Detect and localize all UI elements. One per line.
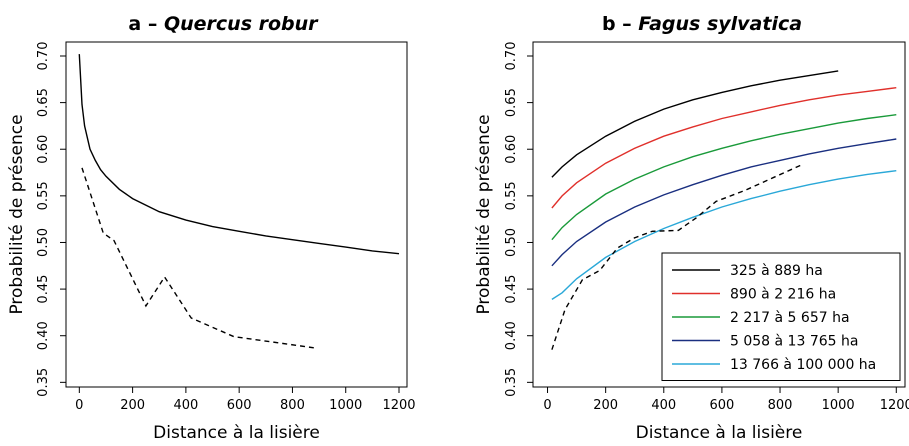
chart-title-prefix: b –	[602, 13, 638, 35]
x-tick-label: 1200	[880, 398, 909, 413]
x-tick-label: 600	[227, 398, 252, 413]
series-line-1	[551, 87, 897, 209]
y-tick-label: 0.50	[504, 228, 519, 257]
legend-entry-label: 2 217 à 5 657 ha	[730, 310, 850, 326]
plot-frame	[65, 41, 408, 388]
chart-title-species: Quercus robur	[164, 13, 319, 35]
x-tick-label: 0	[75, 398, 83, 413]
series-line-0	[551, 70, 839, 178]
y-axis-label: Probabilité de présence	[474, 114, 494, 314]
x-axis-label: Distance à la lisière	[153, 423, 320, 443]
legend-entry-label: 890 à 2 216 ha	[730, 287, 836, 303]
x-tick-label: 1000	[329, 398, 362, 413]
y-axis-label: Probabilité de présence	[7, 114, 27, 314]
chart-title: b – Fagus sylvatica	[602, 13, 802, 35]
observed-dashed-line	[81, 167, 314, 349]
series-line-2	[551, 114, 897, 241]
y-tick-label: 0.55	[36, 181, 51, 210]
x-tick-label: 400	[173, 398, 198, 413]
y-tick-label: 0.35	[504, 368, 519, 397]
x-tick-label: 800	[768, 398, 793, 413]
chart-panel-a: a – Quercus robur 0 200 400 600 800 1000 1200 0.…	[7, 13, 416, 443]
chart-title-prefix: a –	[128, 13, 164, 35]
x-tick-label: 400	[651, 398, 676, 413]
series-line-0	[78, 54, 400, 255]
legend-entry-label: 13 766 à 100 000 ha	[730, 357, 876, 373]
chart-panel-b: b – Fagus sylvatica 0 200 400 600 800 1000 1200…	[474, 13, 909, 443]
y-tick-label: 0.65	[504, 88, 519, 117]
legend-entry-label: 5 058 à 13 765 ha	[730, 334, 858, 350]
observed-dashed-line	[551, 163, 804, 350]
x-tick-label: 800	[280, 398, 305, 413]
y-tick-label: 0.50	[36, 228, 51, 257]
y-tick-label: 0.45	[504, 275, 519, 304]
y-tick-label: 0.60	[504, 135, 519, 164]
chart-title: a – Quercus robur	[128, 13, 319, 35]
x-tick-label: 200	[593, 398, 618, 413]
x-tick-label: 1200	[382, 398, 415, 413]
series-line-3	[551, 138, 897, 267]
series-line-4	[551, 170, 897, 300]
x-tick-label: 600	[709, 398, 734, 413]
x-tick-label: 1000	[822, 398, 855, 413]
y-tick-label: 0.40	[504, 321, 519, 350]
x-axis-label: Distance à la lisière	[636, 423, 803, 443]
y-tick-label: 0.70	[36, 42, 51, 71]
x-tick-label: 0	[543, 398, 551, 413]
chart-title-species: Fagus sylvatica	[638, 13, 802, 35]
y-tick-label: 0.60	[36, 135, 51, 164]
y-tick-label: 0.40	[36, 321, 51, 350]
y-tick-label: 0.65	[36, 88, 51, 117]
y-tick-label: 0.35	[36, 368, 51, 397]
y-tick-label: 0.55	[504, 181, 519, 210]
legend: 325 à 889 ha 890 à 2 216 ha 2 217 à 5 657 …	[661, 252, 901, 381]
x-tick-label: 200	[120, 398, 145, 413]
legend-entry-label: 325 à 889 ha	[730, 263, 823, 279]
plot-frame	[532, 41, 906, 388]
y-tick-label: 0.70	[504, 42, 519, 71]
y-tick-label: 0.45	[36, 275, 51, 304]
